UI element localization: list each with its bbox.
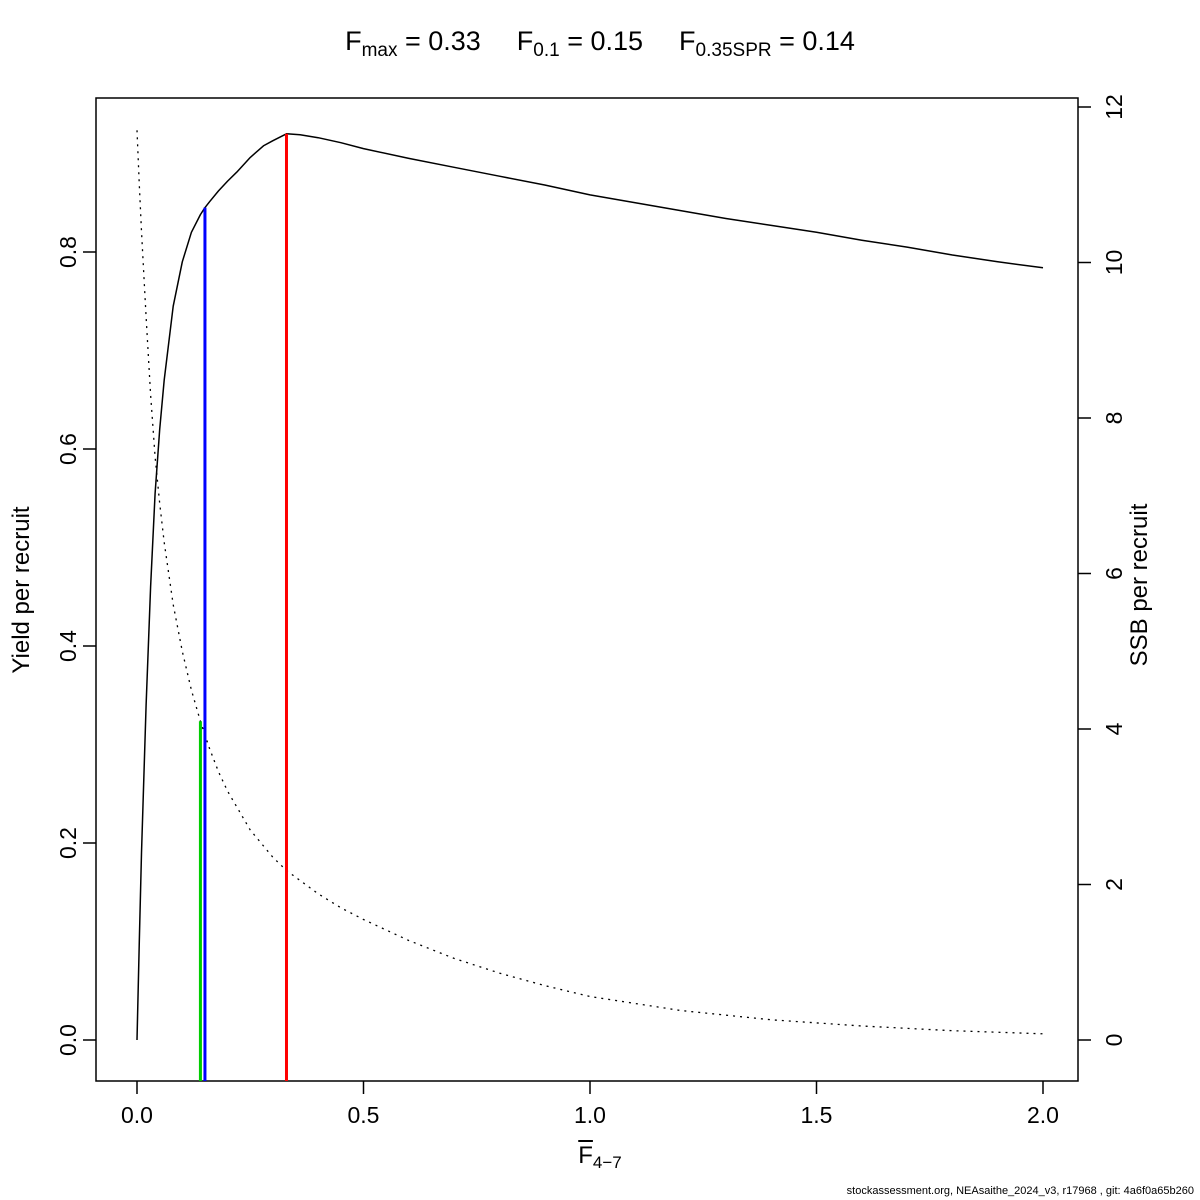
x-tick-label: 2.0 — [1027, 1102, 1059, 1128]
y-left-tick-label: 0.2 — [55, 827, 81, 859]
y-left-tick-label: 0.8 — [55, 236, 81, 268]
x-axis-label-sub: 4−7 — [592, 1153, 622, 1172]
y-right-tick-label: 8 — [1101, 412, 1127, 425]
y-right-tick-label: 0 — [1101, 1034, 1127, 1047]
x-axis-label: F4−7 — [0, 1142, 1200, 1173]
title-fmax-base: F — [345, 26, 362, 56]
y-right-tick-label: 4 — [1101, 722, 1127, 735]
y-right-tick-label: 6 — [1101, 567, 1127, 580]
title-f01-sub: 0.1 — [533, 40, 560, 61]
ssb-per-recruit-curve — [136, 130, 1044, 1035]
y-axis-label-right: SSB per recruit — [1126, 503, 1153, 667]
title-f035spr-base: F — [679, 26, 696, 56]
y-axis-label-left: Yield per recruit — [8, 506, 35, 674]
title-fmax-value: = 0.33 — [397, 26, 481, 56]
y-right-tick-label: 12 — [1101, 94, 1127, 120]
title-f035spr: F0.35SPR = 0.14 — [679, 26, 855, 60]
yield-per-recruit-curve — [136, 133, 1044, 1041]
plot-frame — [95, 97, 1079, 1082]
y-left-tick-label: 0.6 — [55, 433, 81, 465]
title-f035spr-value: = 0.14 — [771, 26, 855, 56]
y-left-tick-label: 0.4 — [55, 630, 81, 662]
title-fmax-sub: max — [361, 40, 398, 61]
title-fmax: Fmax = 0.33 — [345, 26, 481, 60]
title-f01-base: F — [516, 26, 534, 56]
plot-title: Fmax = 0.33 F0.1 = 0.15 F0.35SPR = 0.14 — [0, 26, 1200, 60]
x-tick-label: 1.0 — [574, 1102, 606, 1128]
x-axis-label-fbar: F — [578, 1142, 593, 1169]
footer-credit: stockassessment.org, NEAsaithe_2024_v3, … — [846, 1185, 1194, 1197]
title-f01: F0.1 = 0.15 — [516, 26, 644, 60]
y-right-tick-label: 2 — [1101, 878, 1127, 891]
x-tick-label: 0.0 — [121, 1102, 153, 1128]
x-tick-label: 0.5 — [348, 1102, 380, 1128]
y-right-tick-label: 10 — [1101, 250, 1127, 276]
title-f01-value: = 0.15 — [559, 26, 644, 56]
x-tick-label: 1.5 — [801, 1102, 833, 1128]
title-f035spr-sub: 0.35SPR — [695, 40, 772, 61]
y-left-tick-label: 0.0 — [55, 1024, 81, 1056]
